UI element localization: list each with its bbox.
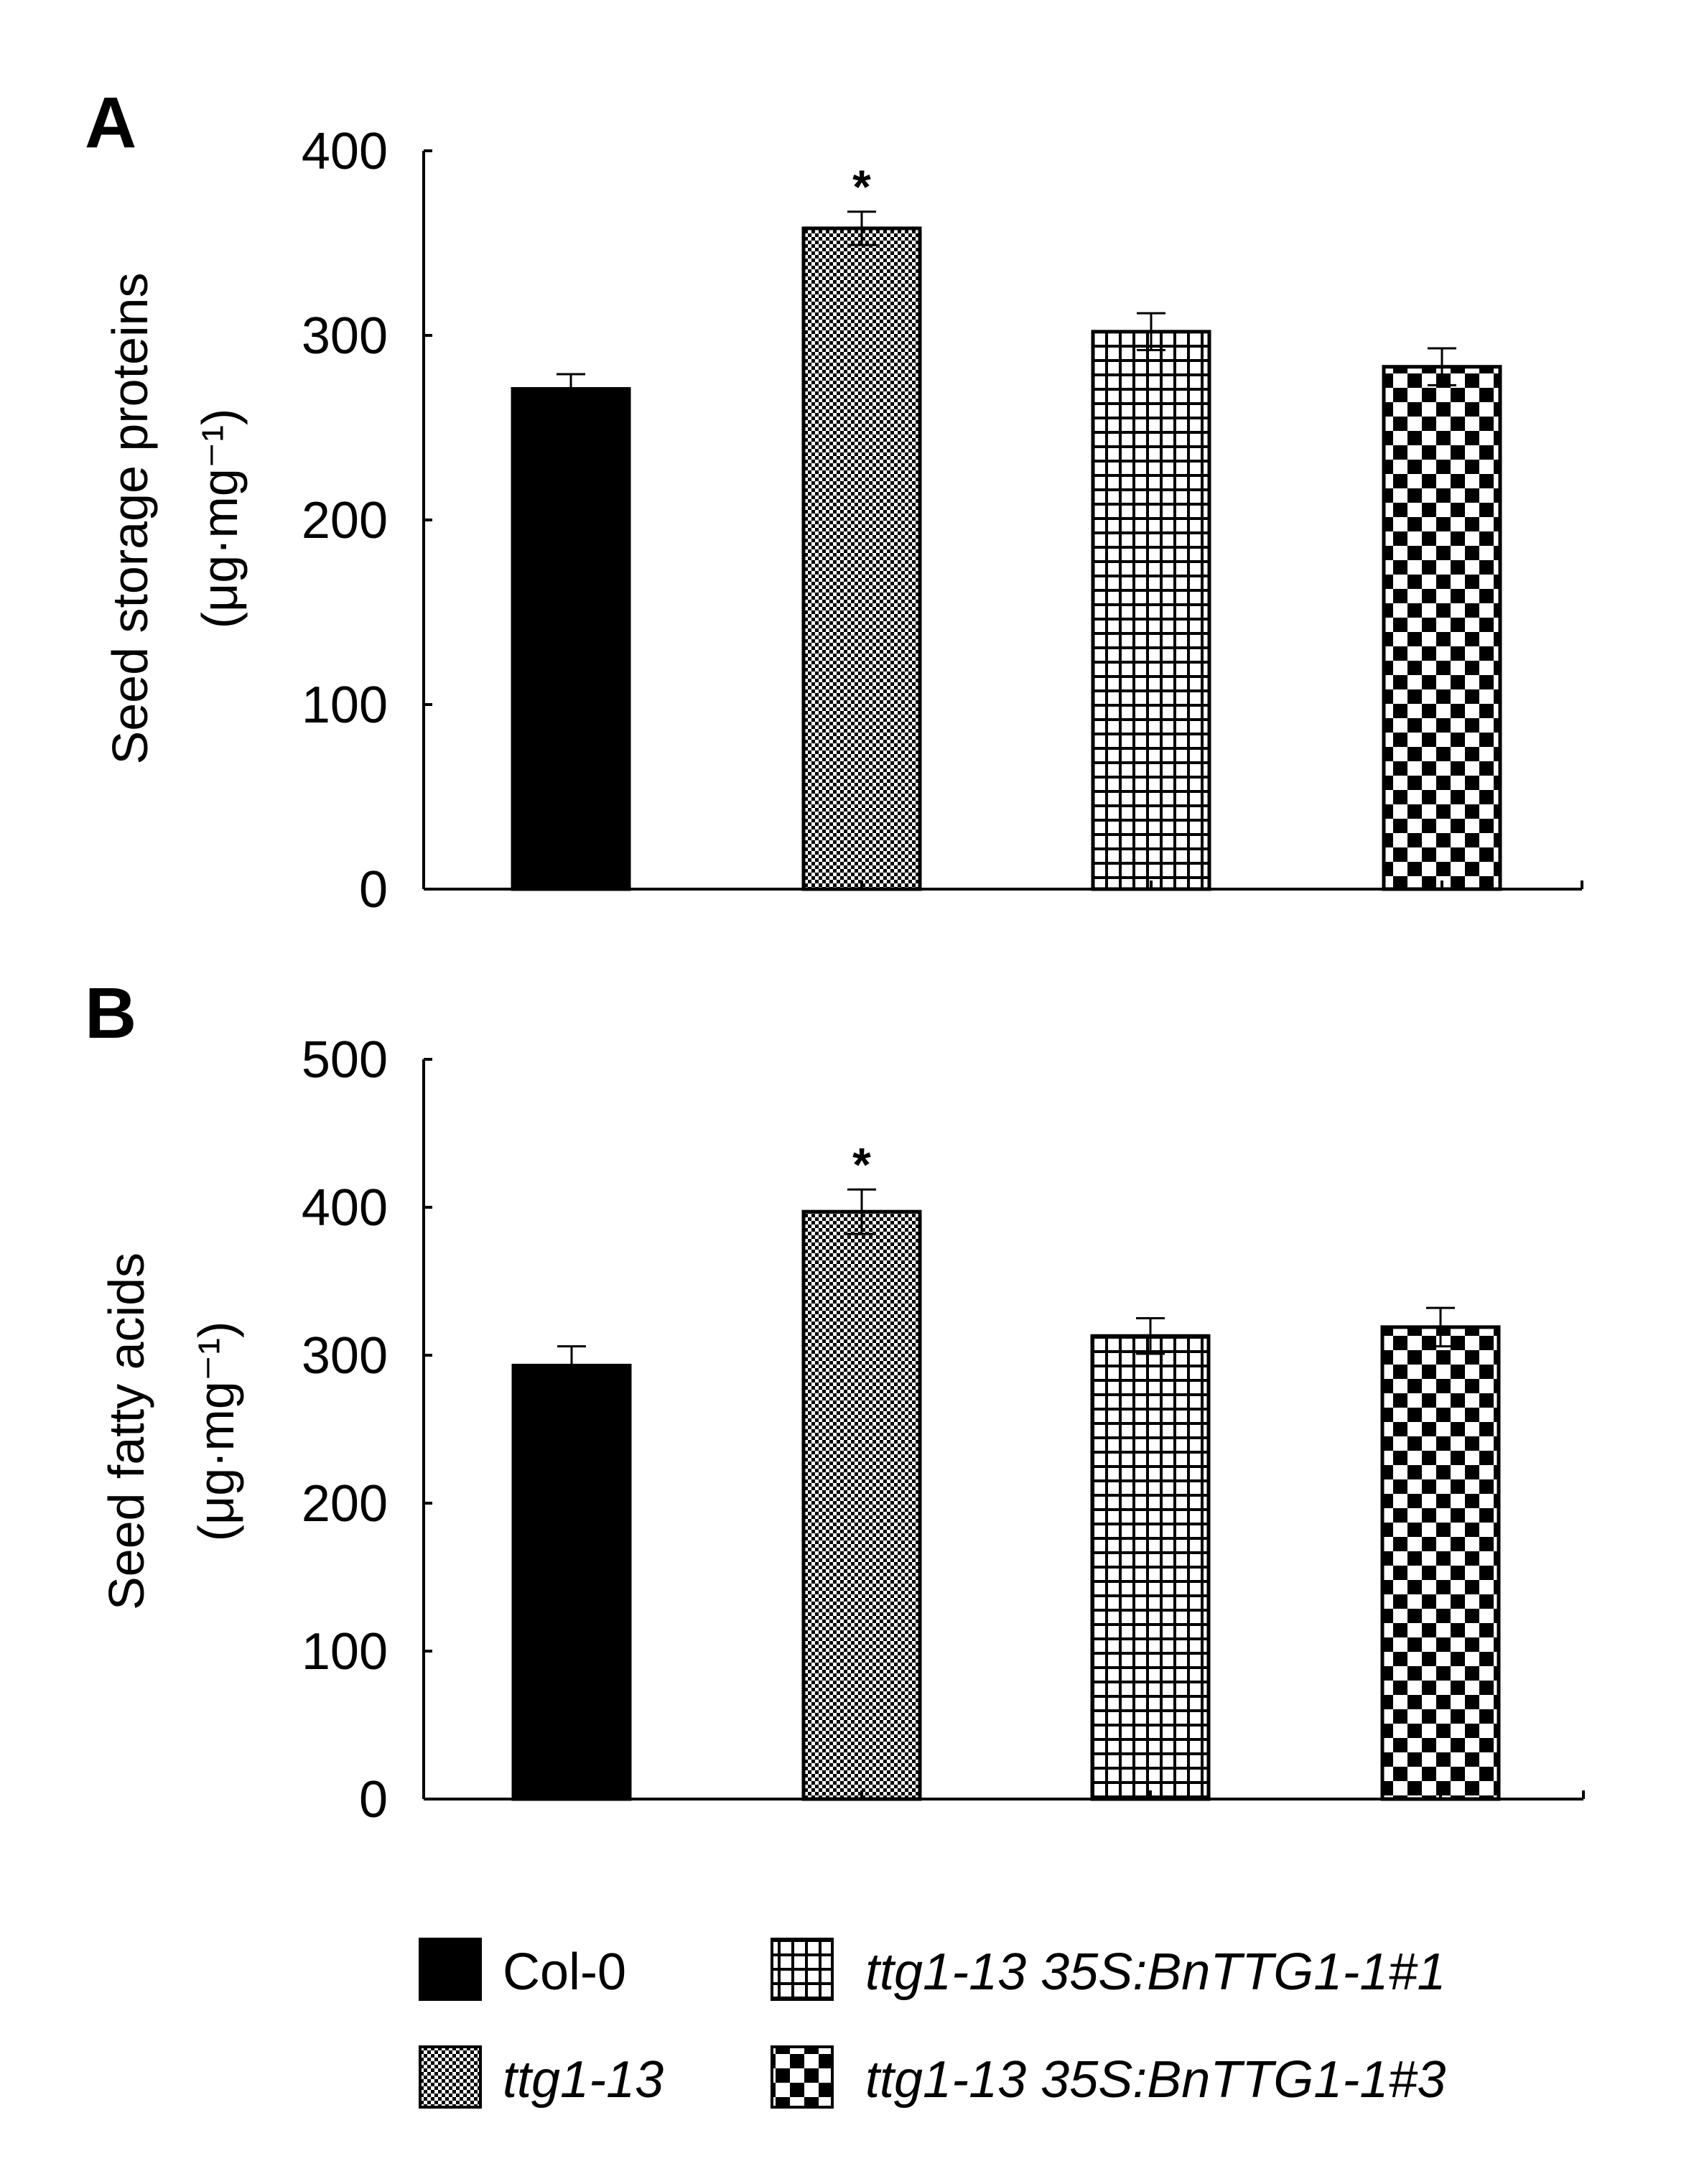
- bar: [511, 1363, 632, 1801]
- panel-a-letter: A: [85, 83, 136, 163]
- bar: [1380, 1325, 1501, 1801]
- bar: [801, 1209, 922, 1801]
- legend-label: ttg1-13 35S:BnTTG1-1#1: [865, 1943, 1446, 2001]
- y-tick-label: 200: [302, 1475, 388, 1533]
- panel-b-ylabel: Seed fatty acids: [98, 1253, 154, 1610]
- y-tick-label: 300: [302, 307, 388, 365]
- y-tick-label: 0: [359, 861, 388, 919]
- bar: [801, 226, 922, 891]
- legend-swatch-checker: [771, 2045, 834, 2109]
- bar: [1382, 365, 1502, 891]
- y-tick-label: 100: [302, 677, 388, 734]
- panel-a-bars: *: [511, 160, 1502, 891]
- y-tick-label: 100: [302, 1623, 388, 1681]
- panel-a-y-ticks: 0 100 200 300 400: [302, 123, 432, 919]
- panel-a: A Seed storage proteins (μg·mg⁻¹) 0 100 20…: [85, 83, 1583, 919]
- y-tick-label: 200: [302, 492, 388, 549]
- legend: Col-0 ttg1-13 ttg1-13 35S:BnTTG1-1#1 ttg…: [419, 1938, 1446, 2109]
- panel-b-letter: B: [85, 973, 136, 1054]
- significance-marker: *: [852, 1138, 871, 1191]
- legend-item-line1: ttg1-13 35S:BnTTG1-1#1: [771, 1938, 1446, 2001]
- legend-label: ttg1-13 35S:BnTTG1-1#3: [865, 2051, 1446, 2109]
- significance-marker: *: [852, 160, 871, 213]
- legend-item-ttg1-13: ttg1-13: [419, 2045, 664, 2109]
- y-tick-label: 0: [359, 1771, 388, 1828]
- y-tick-label: 300: [302, 1327, 388, 1385]
- panel-b-bars: *: [511, 1138, 1501, 1801]
- bar: [1091, 330, 1211, 891]
- legend-swatch-fine-checker: [419, 2045, 482, 2109]
- panel-b-yunit: (μg·mg⁻¹): [188, 1321, 244, 1542]
- legend-label: Col-0: [503, 1943, 626, 2001]
- panel-b: B Seed fatty acids (μg·mg⁻¹) 0 100 200 300 4…: [85, 973, 1585, 1828]
- legend-swatch-grid: [771, 1938, 834, 2001]
- bar: [1090, 1334, 1211, 1801]
- y-tick-label: 500: [302, 1031, 388, 1089]
- legend-item-col0: Col-0: [419, 1938, 626, 2001]
- y-tick-label: 400: [302, 1179, 388, 1237]
- legend-swatch-solid: [419, 1938, 482, 2001]
- legend-label: ttg1-13: [503, 2051, 664, 2109]
- y-tick-label: 400: [302, 123, 388, 180]
- panel-a-yunit: (μg·mg⁻¹): [192, 409, 248, 629]
- panel-b-y-ticks: 0 100 200 300 400 500: [302, 1031, 432, 1828]
- legend-item-line3: ttg1-13 35S:BnTTG1-1#3: [771, 2045, 1446, 2109]
- panel-a-ylabel: Seed storage proteins: [102, 273, 158, 765]
- bar: [511, 387, 631, 891]
